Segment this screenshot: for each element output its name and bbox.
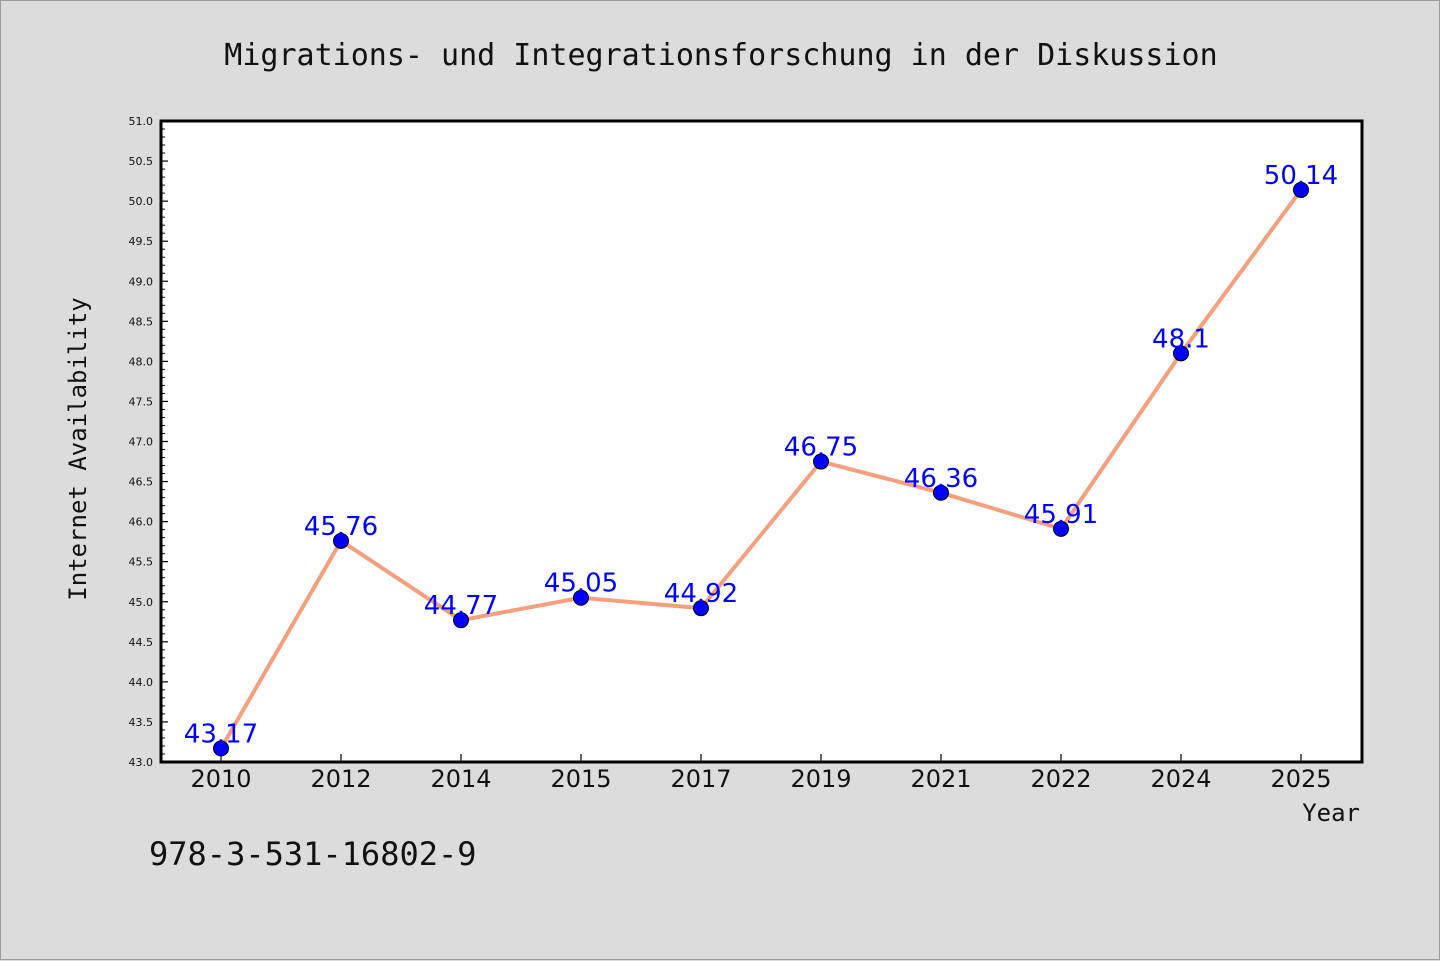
y-tick-label: 49.0 [129, 275, 154, 288]
data-point-marker [693, 600, 709, 617]
y-tick-label: 43.5 [129, 716, 154, 729]
data-point-label: 46.75 [784, 433, 858, 463]
chart-title: Migrations- und Integrationsforschung in… [224, 38, 1217, 73]
y-tick-label: 50.0 [129, 195, 154, 208]
y-tick-label: 48.5 [129, 315, 154, 328]
plot-area [159, 119, 1364, 764]
y-tick-label: 46.5 [129, 476, 154, 489]
data-point-marker [1053, 520, 1069, 537]
x-tick-label: 2014 [430, 765, 491, 793]
y-tick-label: 47.5 [129, 395, 154, 408]
data-point-marker [933, 484, 949, 501]
y-tick-label: 49.5 [129, 235, 154, 248]
y-tick-label: 44.0 [129, 676, 154, 689]
data-point-marker [213, 740, 229, 757]
data-point-label: 46.36 [904, 464, 978, 494]
data-point-label: 45.05 [544, 569, 618, 599]
y-tick-label: 45.0 [129, 596, 154, 609]
data-point-label: 44.92 [664, 579, 738, 609]
y-tick-label: 48.0 [129, 355, 154, 368]
y-tick-label: 43.0 [129, 756, 154, 769]
x-tick-label: 2022 [1030, 765, 1091, 793]
x-tick-label: 2021 [910, 765, 971, 793]
data-point-marker [573, 589, 589, 606]
y-tick-label: 44.5 [129, 636, 154, 649]
x-tick-label: 2017 [670, 765, 731, 793]
x-tick-label: 2024 [1150, 765, 1211, 793]
x-tick-label: 2012 [310, 765, 371, 793]
y-tick-label: 50.5 [129, 155, 154, 168]
y-tick-label: 46.0 [129, 516, 154, 529]
series-layer [213, 181, 1309, 757]
data-labels: 43.17 45.76 44.77 45.05 44.92 46.75 46.36 45.91… [184, 161, 1338, 749]
data-point-label: 43.17 [184, 719, 258, 749]
data-point-label: 44.77 [424, 591, 498, 621]
y-tick-label: 47.0 [129, 436, 154, 449]
data-point-marker [813, 453, 829, 470]
data-point-marker [333, 532, 349, 549]
data-point-label: 45.76 [304, 512, 378, 542]
x-tick-label: 2025 [1270, 765, 1331, 793]
y-tick-label: 45.5 [129, 556, 154, 569]
y-tick-label: 51.0 [129, 115, 154, 128]
x-tick-label: 2019 [790, 765, 851, 793]
data-point-label: 48.1 [1152, 324, 1210, 354]
x-axis-ticks: 2010 2012 2014 2015 2017 2019 2021 2022 2024 2025 [190, 754, 1332, 793]
data-point-marker [1293, 181, 1309, 198]
series-line [219, 187, 1303, 751]
data-point-label: 50.14 [1264, 161, 1338, 191]
data-point-marker [1173, 345, 1189, 362]
data-point-label: 45.91 [1024, 500, 1098, 530]
isbn-footnote: 978-3-531-16802-9 [149, 835, 477, 873]
x-axis-label: Year [1302, 799, 1360, 827]
x-tick-label: 2015 [550, 765, 611, 793]
y-axis-ticks: 43.0 43.5 44.0 44.5 45.0 45.5 46.0 46.5 47.0 47.5… [129, 115, 168, 769]
y-axis-label: Internet Availability [64, 297, 92, 600]
x-tick-label: 2010 [190, 765, 251, 793]
data-point-marker [453, 612, 469, 629]
